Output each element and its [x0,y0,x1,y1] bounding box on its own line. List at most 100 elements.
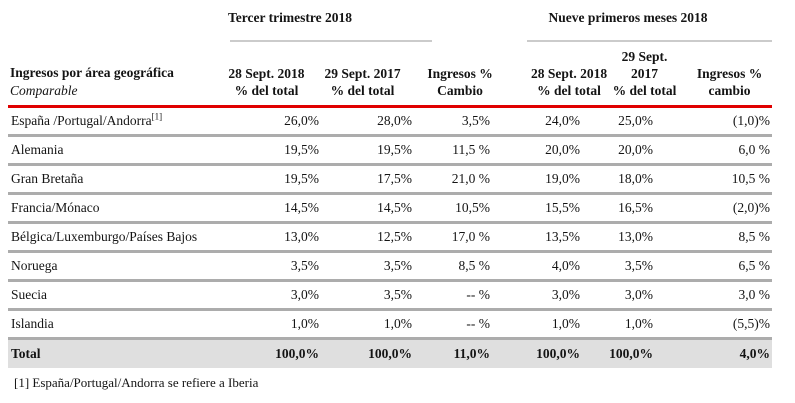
cell-value: (2,0)% [655,193,773,224]
table-row-noruega: Noruega 3,5% 3,5% 8,5 % 4,0% 3,5% 6,5 % [8,251,773,282]
cell-value: 19,0% [492,164,583,195]
column-header-q3-2018: 28 Sept. 2018 % del total [228,42,321,108]
column-header-line2: cambio [708,83,751,98]
column-header-line1: 29 Sept. 2017 [621,49,668,81]
cell-value: 21,0 % [414,164,493,195]
column-header-line2: % del total [612,83,677,98]
cell-value: 10,5% [414,193,493,224]
column-header-row: 28 Sept. 2018 % del total 29 Sept. 2017 % … [8,42,773,108]
row-label: Gran Bretaña [8,164,230,195]
cell-value: 3,0% [492,280,583,311]
cell-value: 16,5% [582,193,656,224]
cell-value: 3,0% [582,280,656,311]
cell-value: 6,5 % [655,251,773,282]
column-header-q3-change: Ingresos % Cambio [414,42,493,108]
row-label-text: España /Portugal/Andorra [11,113,152,128]
cell-value: 17,5% [321,164,415,195]
cell-value: 1,0% [230,309,321,340]
cell-value: 24,0% [492,106,583,137]
column-header-9m-2018: 28 Sept. 2018 % del total [492,42,607,108]
cell-value: 25,0% [582,106,656,137]
table-row-alemania: Alemania 19,5% 19,5% 11,5 % 20,0% 20,0% … [8,135,773,166]
column-header-line1: Ingresos % [427,66,493,81]
column-group-q3: Tercer trimestre 2018 [228,0,414,42]
cell-value: (1,0)% [655,106,773,137]
revenue-by-geography-table: Ingresos por área geográfica Comparable … [8,0,773,368]
row-label: Suecia [8,280,230,311]
cell-value: 19,5% [230,135,321,166]
cell-value: 6,0 % [655,135,773,166]
cell-value: 14,5% [321,193,415,224]
row-label: Noruega [8,251,230,282]
cell-value: 20,0% [582,135,656,166]
cell-value: 3,5% [321,251,415,282]
group-header-row: Ingresos por área geográfica Comparable … [8,0,772,108]
table-row-espana: España /Portugal/Andorra[1] 26,0% 28,0% … [8,106,773,137]
cell-value: 15,5% [492,193,583,224]
cell-value: 13,5% [492,222,583,253]
row-label: Alemania [8,135,230,166]
row-label: España /Portugal/Andorra[1] [8,106,230,137]
cell-value: 28,0% [321,106,415,137]
cell-value: 14,5% [230,193,321,224]
cell-value: 1,0% [321,309,415,340]
column-header-9m-2017: 29 Sept. 2017 % del total [582,42,676,108]
column-header-line2: % del total [330,83,395,98]
group-rule-q3 [230,40,432,42]
column-header-line1: 29 Sept. 2017 [324,66,401,81]
cell-value: 3,5% [414,106,493,137]
total-label: Total [8,338,230,368]
row-label: Francia/Mónaco [8,193,230,224]
cell-value: 13,0% [230,222,321,253]
cell-value: 26,0% [230,106,321,137]
cell-value: (5,5)% [655,309,773,340]
cell-value: 1,0% [492,309,583,340]
cell-value: 20,0% [492,135,583,166]
total-value: 100,0% [230,338,321,368]
cell-value: 19,5% [321,135,415,166]
table-row-francia-monaco: Francia/Mónaco 14,5% 14,5% 10,5% 15,5% 1… [8,193,773,224]
table-container: Ingresos por área geográfica Comparable … [8,0,773,390]
table-subtitle: Comparable [10,83,78,98]
column-header-line1: 28 Sept. 2018 [530,66,608,81]
cell-value: 19,5% [230,164,321,195]
cell-value: 3,0% [230,280,321,311]
cell-value: 10,5 % [655,164,773,195]
cell-value: -- % [414,309,493,340]
footnote: [1] España/Portugal/Andorra se refiere a… [14,375,259,390]
cell-value: -- % [414,280,493,311]
total-value: 100,0% [321,338,415,368]
table-row-gran-bretana: Gran Bretaña 19,5% 17,5% 21,0 % 19,0% 18… [8,164,773,195]
column-header-line2: Cambio [437,83,483,98]
total-value: 100,0% [582,338,656,368]
column-header-line2: % del total [537,83,601,98]
cell-value: 3,5% [321,280,415,311]
row-label: Bélgica/Luxemburgo/Países Bajos [8,222,230,253]
column-group-gap [414,0,492,42]
table-title: Ingresos por área geográfica [10,65,174,80]
column-header-line1: 28 Sept. 2018 [228,66,305,81]
column-group-9m: Nueve primeros meses 2018 [492,0,772,42]
cell-value: 12,5% [321,222,415,253]
group-rule-9m [527,40,772,42]
table-row-suecia: Suecia 3,0% 3,5% -- % 3,0% 3,0% 3,0 % [8,280,773,311]
column-header-line1: Ingresos % [696,66,763,81]
table-row-islandia: Islandia 1,0% 1,0% -- % 1,0% 1,0% (5,5)% [8,309,773,340]
cell-value: 1,0% [582,309,656,340]
cell-value: 8,5 % [414,251,493,282]
footnote-ref: [1] [151,111,163,122]
column-header-line2: % del total [234,83,299,98]
table-corner-header: Ingresos por área geográfica Comparable [8,0,230,108]
cell-value: 3,5% [230,251,321,282]
cell-value: 3,5% [582,251,656,282]
cell-value: 4,0% [492,251,583,282]
column-group-q3-label: Tercer trimestre 2018 [228,10,352,25]
cell-value: 17,0 % [414,222,493,253]
column-header-9m-change: Ingresos % cambio [655,42,773,108]
table-row-total: Total 100,0% 100,0% 11,0% 100,0% 100,0% … [8,338,773,368]
total-value: 100,0% [492,338,583,368]
cell-value: 3,0 % [655,280,773,311]
cell-value: 8,5 % [655,222,773,253]
cell-value: 13,0% [582,222,656,253]
